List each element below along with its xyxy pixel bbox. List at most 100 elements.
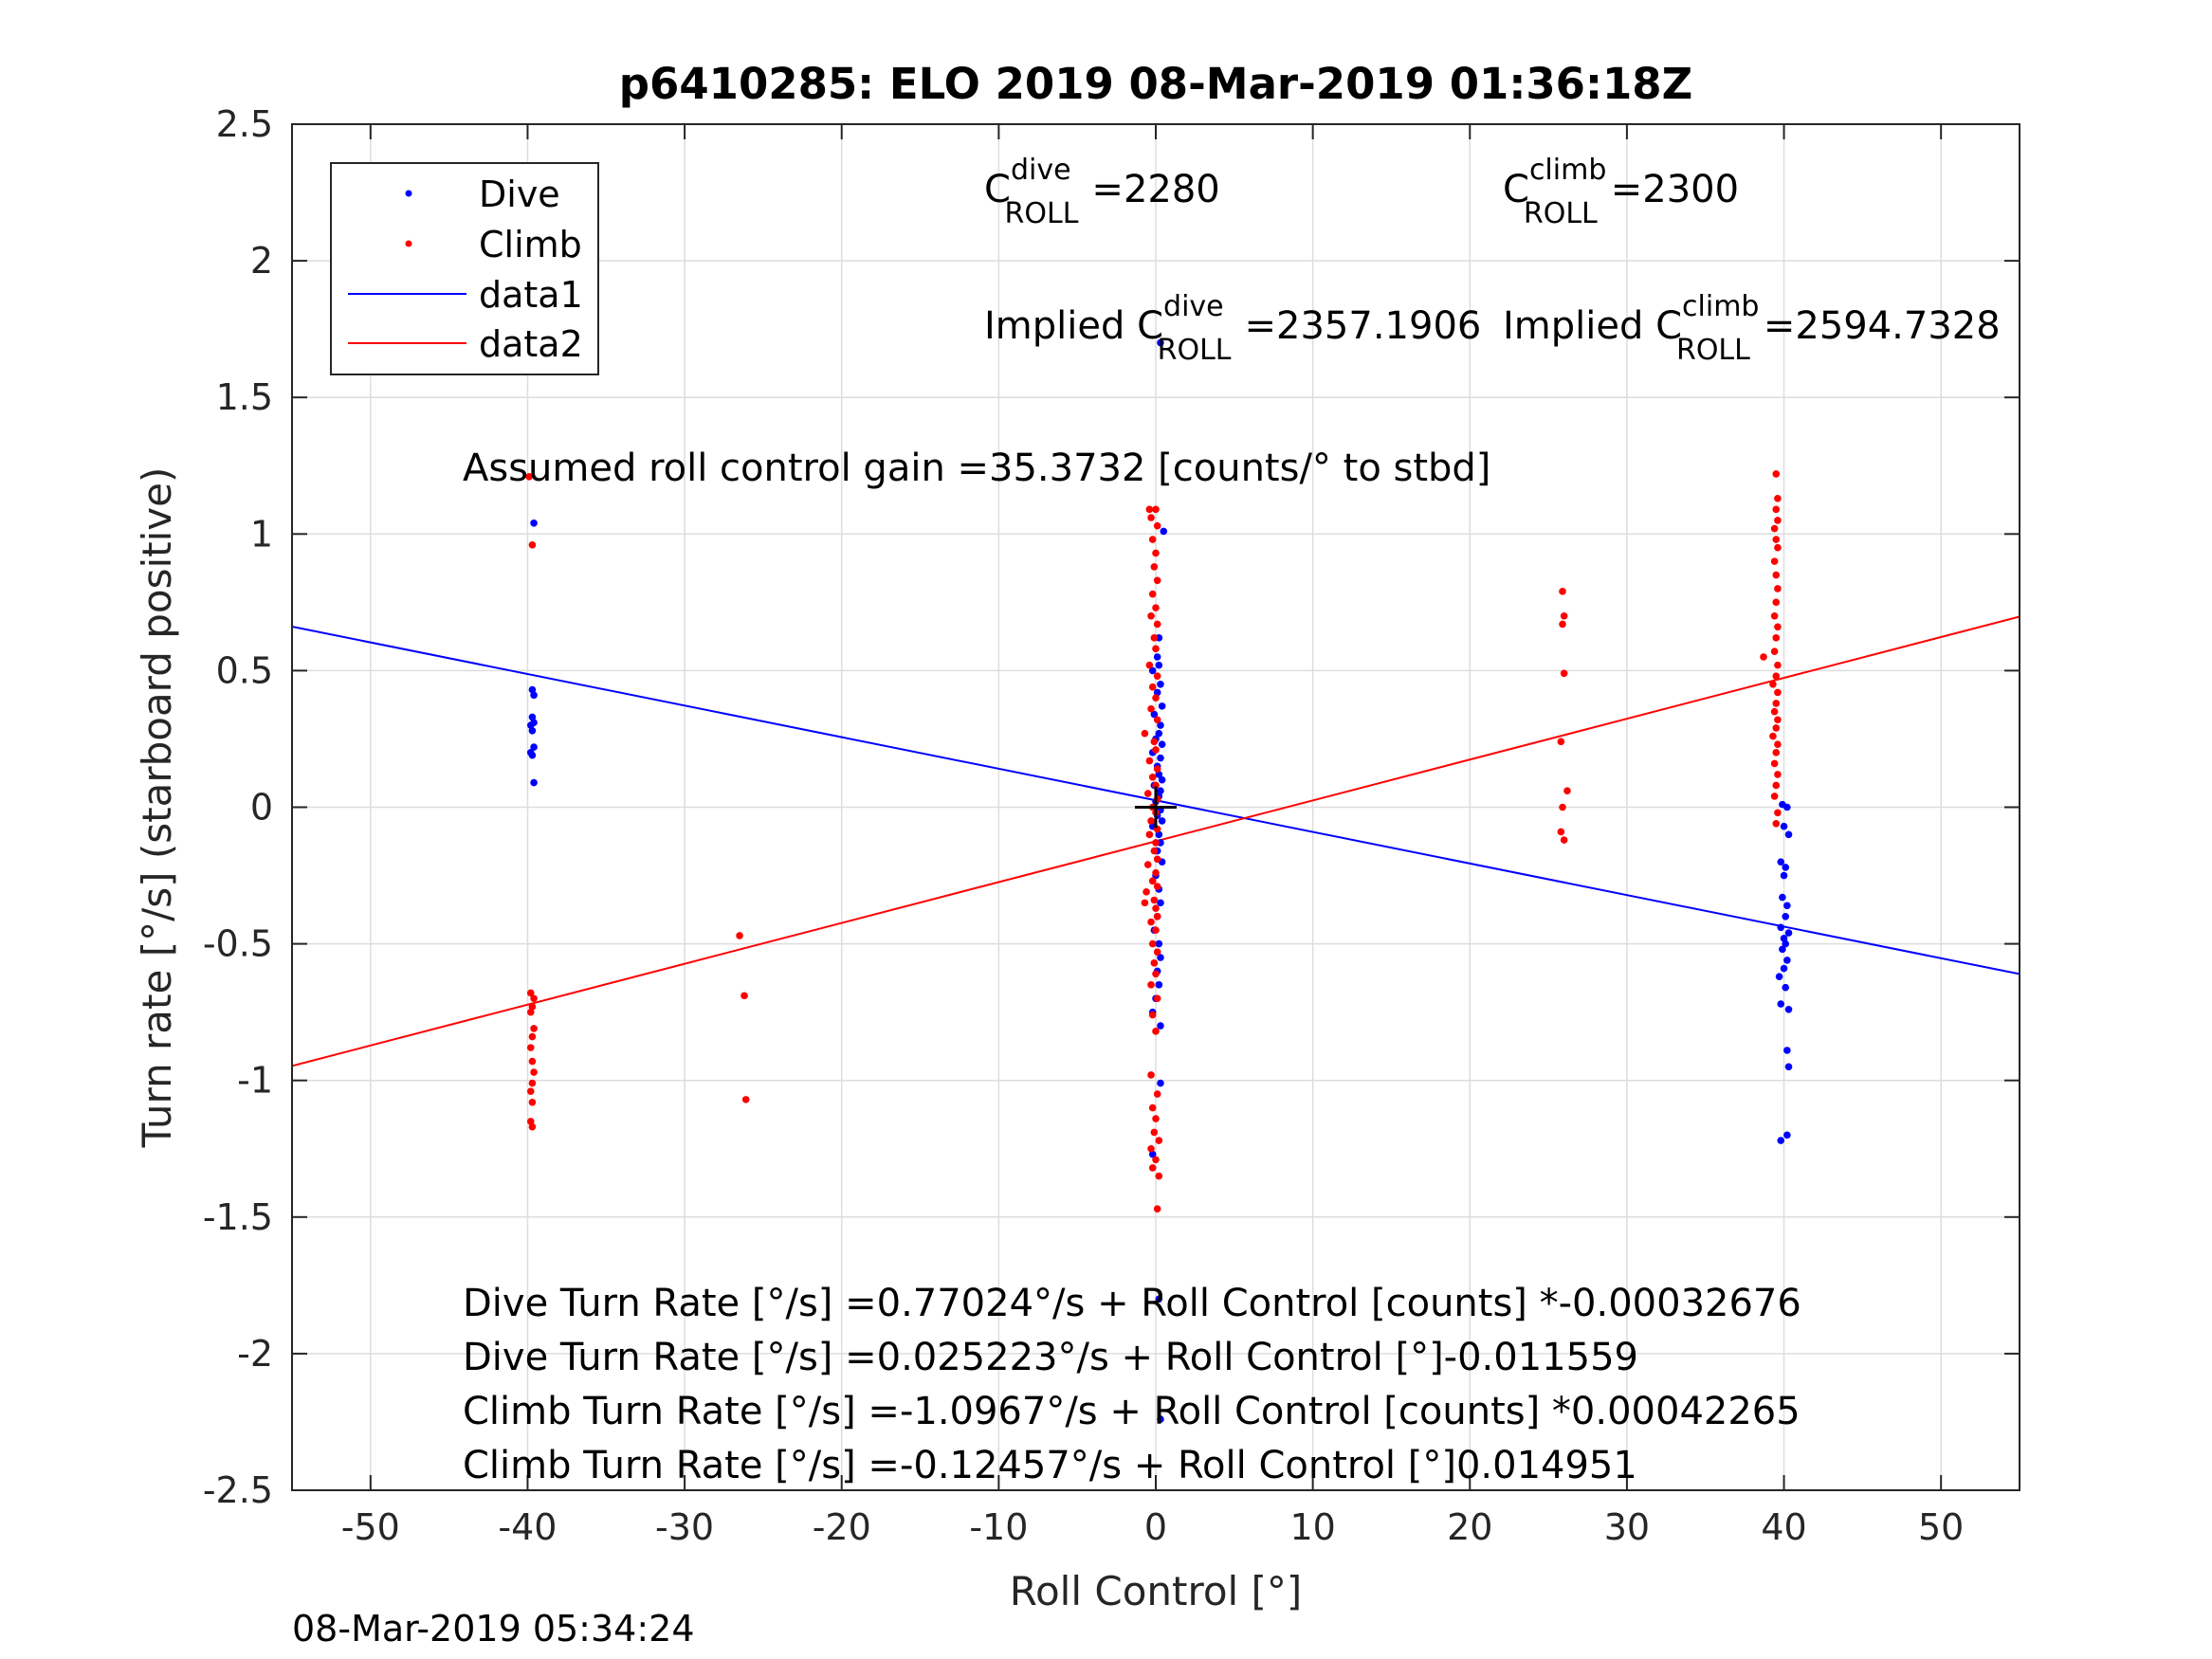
x-tick-label: 20 <box>1447 1506 1492 1548</box>
series-dive-point <box>1780 964 1788 973</box>
y-tick-label: 1.5 <box>216 376 273 418</box>
series-dive-point <box>1157 1415 1164 1423</box>
ticks: -50 -40 -30 -20 -10 0 10 20 30 40 50-2.5-2-1.5-1-0… <box>203 103 2020 1548</box>
series-climb-point <box>1148 773 1157 781</box>
series-climb-point <box>530 1068 538 1076</box>
annotation-superscript: dive <box>1011 154 1071 187</box>
series-climb-point <box>1774 809 1782 817</box>
series-climb-point <box>1152 1156 1160 1164</box>
series-dive-point <box>1775 973 1783 980</box>
y-tick-label: 2 <box>250 240 273 282</box>
annotation-base: C <box>1503 168 1529 211</box>
series-climb-point <box>1560 669 1568 678</box>
series-climb-point <box>1152 970 1160 978</box>
series-climb-point <box>1560 836 1568 844</box>
annotation-superscript: climb <box>1682 290 1759 323</box>
series-climb-point <box>1770 707 1779 716</box>
series-dive-point <box>1784 1005 1793 1013</box>
series-climb-point <box>528 1032 537 1041</box>
annotation-fit-line: Dive Turn Rate [°/s] =0.025223°/s + Roll… <box>463 1336 1638 1379</box>
series-dive-point <box>1157 1022 1164 1030</box>
series-climb-point <box>1772 724 1781 732</box>
series-climb-point <box>1148 590 1157 598</box>
series-climb-point <box>1141 899 1149 907</box>
series-climb-point <box>1560 611 1568 620</box>
series-climb-point <box>1770 524 1779 533</box>
series-dive-point <box>528 751 537 759</box>
legend-data1-label: data1 <box>479 274 583 316</box>
series-climb-point <box>1153 716 1161 724</box>
series-climb-point <box>525 472 533 481</box>
series-climb-point <box>1153 576 1161 585</box>
series-dive-point <box>530 519 538 527</box>
series-dive-point <box>1158 775 1166 784</box>
series-dive-point <box>1153 688 1161 697</box>
annotation-base: Implied C <box>1503 304 1682 348</box>
series-dive-point <box>1782 939 1790 948</box>
y-tick-label: -2.5 <box>203 1469 273 1511</box>
y-tick-label: -1 <box>237 1060 273 1102</box>
series-climb-point <box>1774 740 1782 749</box>
series-climb-point <box>528 1057 537 1066</box>
series-climb-point <box>1148 683 1157 691</box>
series-dive-point <box>1783 1047 1791 1054</box>
legend-dive-label: Dive <box>479 173 560 215</box>
y-tick-label: 2.5 <box>216 103 273 145</box>
annotation-subscript: ROLL <box>1524 197 1598 230</box>
annotation-superscript: dive <box>1163 290 1224 323</box>
series-climb-point <box>1148 877 1157 885</box>
series-climb-point <box>1153 521 1161 530</box>
series-climb-point <box>1152 1115 1160 1122</box>
series-climb-point <box>1147 611 1155 620</box>
legend-climb-label: Climb <box>479 224 582 265</box>
series-dive-point <box>1158 817 1166 825</box>
series-climb-point <box>736 932 743 939</box>
series-climb-point <box>1772 598 1781 607</box>
series-dive-point <box>1155 1295 1163 1304</box>
y-tick-label: -0.5 <box>203 923 273 965</box>
legend-box <box>330 162 599 375</box>
series-dive-point <box>528 713 537 721</box>
series-dive-point <box>1784 929 1793 937</box>
series-climb-point <box>1152 839 1160 847</box>
series-climb-point <box>1143 888 1150 896</box>
series-dive-point <box>1158 740 1166 749</box>
series-dive-point <box>1157 899 1164 907</box>
series-climb-point <box>1150 1128 1159 1137</box>
series-climb-point <box>530 994 538 1003</box>
timestamp: 08-Mar-2019 05:34:24 <box>292 1608 695 1650</box>
series-climb-point <box>1774 716 1782 724</box>
series-climb-point <box>1143 790 1152 797</box>
legend-data2-label: data2 <box>479 323 583 365</box>
series-dive-point <box>528 727 537 735</box>
y-axis-label: Turn rate [°/s] (starboard positive) <box>134 467 180 1149</box>
series-dive-point <box>1782 983 1790 992</box>
series-dive-point <box>1783 957 1791 964</box>
series-dive-point <box>1784 830 1793 839</box>
series-dive-point <box>1780 871 1788 880</box>
series-dive-point <box>530 778 538 787</box>
series-climb-point <box>1147 918 1155 926</box>
series-climb-point <box>1153 672 1161 680</box>
x-tick-label: -50 <box>341 1506 400 1548</box>
series-climb-point <box>1147 1071 1155 1079</box>
series-climb-point <box>740 992 748 1000</box>
series-climb-point <box>1153 912 1161 921</box>
series-climb-point <box>1557 828 1565 836</box>
annotation-roll-gain: Assumed roll control gain =35.3732 [coun… <box>463 447 1490 490</box>
x-tick-label: 50 <box>1918 1506 1964 1548</box>
series-climb-point <box>1148 536 1157 543</box>
series-climb-point <box>1152 694 1160 702</box>
series-climb-point <box>528 1003 537 1011</box>
x-tick-label: -20 <box>813 1506 871 1548</box>
series-climb-point <box>1145 505 1154 514</box>
series-dive-point <box>1783 1131 1791 1139</box>
series-climb-point <box>741 1096 750 1103</box>
series-dive-point <box>1157 681 1164 688</box>
series-climb-point <box>526 1087 535 1096</box>
y-tick-label: 1 <box>250 513 273 555</box>
series-dive-point <box>530 743 538 751</box>
series-dive-point <box>1784 1063 1793 1071</box>
series-dive-point <box>1780 822 1788 830</box>
